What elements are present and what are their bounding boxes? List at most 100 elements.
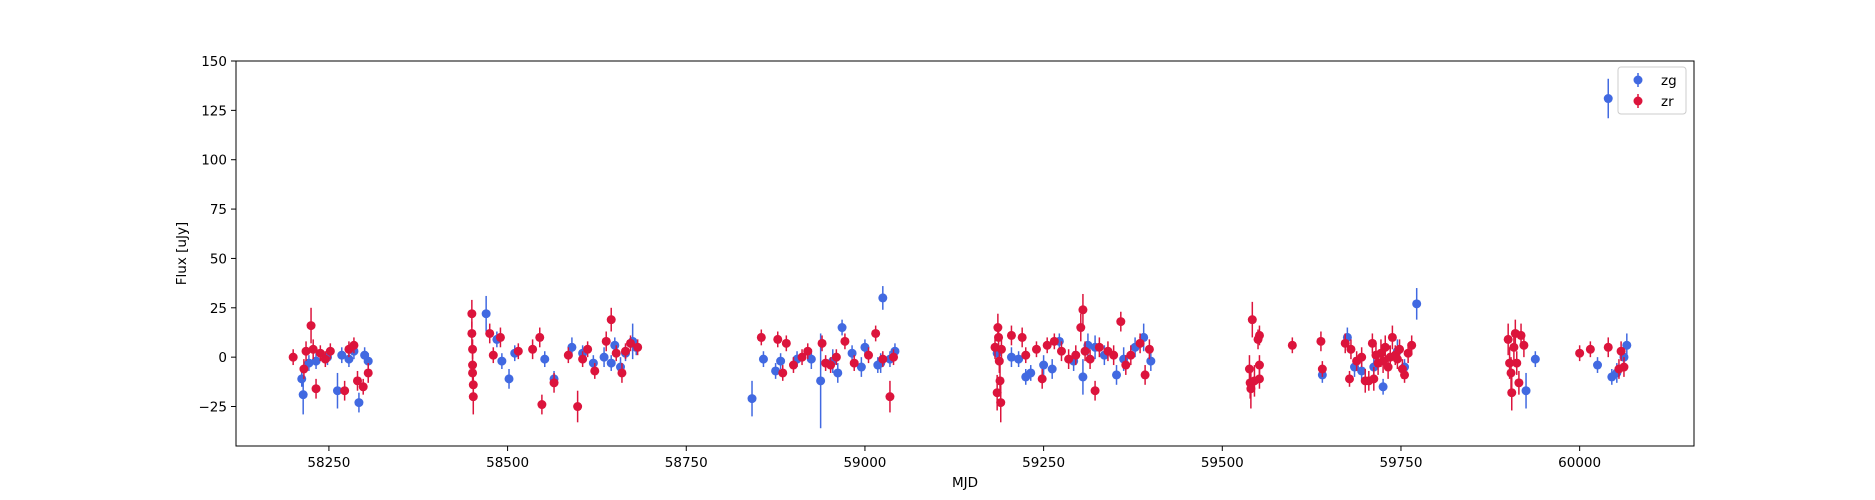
point-zr-74 xyxy=(1049,336,1059,346)
point-zr-40 xyxy=(626,338,636,348)
point-zr-94 xyxy=(1246,384,1256,394)
point-zr-34 xyxy=(590,366,600,376)
point-zg-44 xyxy=(878,293,888,303)
point-zr-12 xyxy=(353,376,362,386)
point-zr-22 xyxy=(485,328,495,338)
point-zr-4 xyxy=(308,344,318,354)
point-zr-71 xyxy=(1031,344,1041,354)
point-zg-21 xyxy=(588,358,598,368)
point-zr-127 xyxy=(1407,340,1417,350)
point-zr-142 xyxy=(1616,346,1626,356)
point-zr-46 xyxy=(788,360,798,370)
point-zr-111 xyxy=(1367,338,1377,348)
point-zr-73 xyxy=(1042,340,1052,350)
point-zr-82 xyxy=(1090,386,1100,396)
point-zg-12 xyxy=(481,309,491,319)
point-zr-122 xyxy=(1392,354,1402,364)
point-zg-19 xyxy=(567,342,577,352)
x-tick-label-59250: 59250 xyxy=(1022,455,1065,471)
point-zr-58 xyxy=(885,392,895,402)
point-zr-30 xyxy=(563,350,573,360)
point-zr-95 xyxy=(1247,315,1257,325)
legend-item-zg: zg xyxy=(1633,73,1677,89)
point-zg-9 xyxy=(354,398,364,408)
point-zr-79 xyxy=(1078,305,1088,315)
point-zr-143 xyxy=(1619,362,1629,372)
point-zr-59 xyxy=(889,352,899,362)
x-tick-label-59500: 59500 xyxy=(1201,455,1244,471)
point-zr-125 xyxy=(1400,370,1410,380)
point-zg-74 xyxy=(1530,354,1540,364)
point-zg-64 xyxy=(1146,356,1156,366)
point-zr-23 xyxy=(488,350,498,360)
series-layer xyxy=(288,78,1632,429)
point-zr-104 xyxy=(1340,338,1350,348)
x-tick-label-58500: 58500 xyxy=(486,455,529,471)
point-zr-64 xyxy=(994,356,1004,366)
point-zg-75 xyxy=(1521,386,1531,396)
point-zr-70 xyxy=(1021,350,1031,360)
point-zg-22 xyxy=(599,352,609,362)
y-tick-label--25: −25 xyxy=(199,400,228,416)
point-zr-68 xyxy=(1006,330,1016,340)
point-zg-23 xyxy=(606,358,616,368)
point-zr-123 xyxy=(1395,344,1405,354)
x-tick-label-60000: 60000 xyxy=(1558,455,1601,471)
point-zr-9 xyxy=(340,386,350,396)
point-zr-69 xyxy=(1017,332,1027,342)
point-zr-17 xyxy=(468,344,478,354)
legend-item-zr: zr xyxy=(1633,94,1674,110)
point-zr-54 xyxy=(849,358,859,368)
point-zr-131 xyxy=(1507,388,1517,398)
point-zg-7 xyxy=(344,354,354,364)
point-zr-32 xyxy=(578,354,588,364)
point-zr-37 xyxy=(611,348,621,358)
point-zr-24 xyxy=(495,332,505,342)
point-zr-2 xyxy=(301,346,311,356)
point-zg-51 xyxy=(1026,368,1036,378)
point-zg-41 xyxy=(860,342,870,352)
point-zr-47 xyxy=(797,352,807,362)
point-zr-21 xyxy=(468,392,478,402)
point-zr-29 xyxy=(549,378,559,388)
point-zg-81 xyxy=(1603,94,1613,104)
y-tick-label-150: 150 xyxy=(201,54,227,70)
point-zg-31 xyxy=(771,366,781,376)
point-zr-81 xyxy=(1085,354,1095,364)
point-zr-51 xyxy=(826,360,836,370)
point-zg-6 xyxy=(337,350,347,360)
y-tick-label-75: 75 xyxy=(210,202,227,218)
point-zr-90 xyxy=(1140,370,1150,380)
point-zg-24 xyxy=(610,340,620,350)
point-zr-98 xyxy=(1254,330,1264,340)
point-zr-137 xyxy=(1519,340,1529,350)
point-zr-86 xyxy=(1116,317,1126,327)
point-zg-40 xyxy=(856,362,866,372)
point-zr-78 xyxy=(1076,323,1086,333)
point-zg-32 xyxy=(776,356,786,366)
point-zr-52 xyxy=(831,352,841,362)
point-zr-26 xyxy=(528,344,538,354)
point-zr-117 xyxy=(1380,342,1390,352)
point-zg-53 xyxy=(1047,364,1057,374)
point-zr-1 xyxy=(299,364,309,374)
point-zr-5 xyxy=(311,384,321,394)
point-zg-56 xyxy=(1078,372,1088,382)
point-zr-56 xyxy=(871,328,881,338)
point-zr-57 xyxy=(878,354,888,364)
point-zr-67 xyxy=(996,344,1006,354)
point-zr-49 xyxy=(817,338,827,348)
point-zr-72 xyxy=(1037,374,1047,384)
point-zr-43 xyxy=(773,334,783,344)
point-zr-128 xyxy=(1503,334,1513,344)
point-zr-105 xyxy=(1345,374,1355,384)
point-zr-15 xyxy=(467,309,477,319)
point-zg-17 xyxy=(540,354,550,364)
point-zr-13 xyxy=(358,382,368,392)
point-zg-34 xyxy=(806,354,816,364)
point-zg-1 xyxy=(298,390,308,400)
point-zr-14 xyxy=(363,368,373,378)
point-zr-76 xyxy=(1064,354,1074,364)
point-zg-38 xyxy=(837,323,847,333)
point-zr-89 xyxy=(1135,338,1145,348)
